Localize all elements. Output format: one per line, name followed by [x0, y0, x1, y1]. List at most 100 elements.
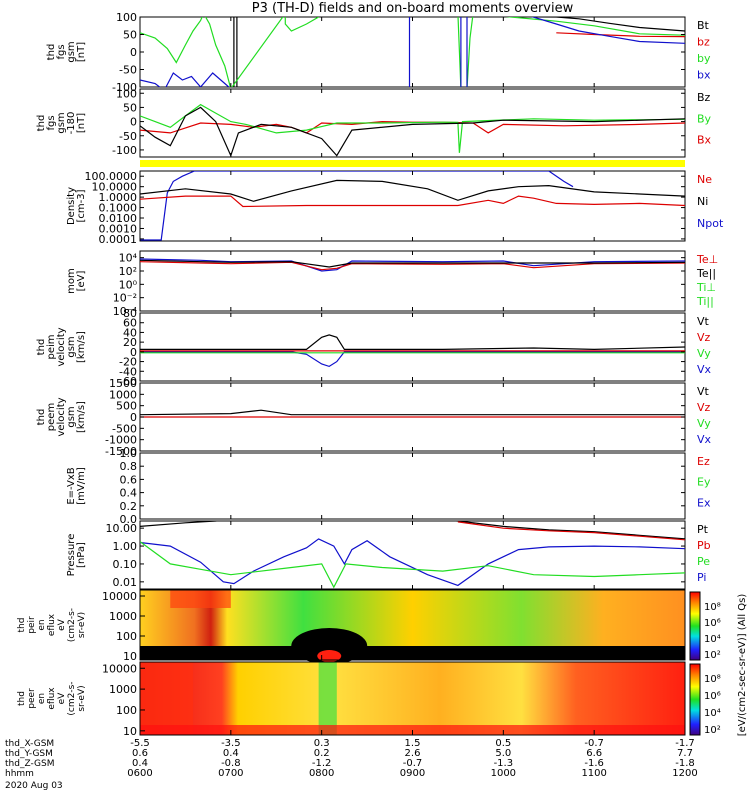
status-bar: [140, 160, 685, 167]
y-axis-label: Density: [66, 187, 77, 225]
y-tick-label: 80: [123, 307, 137, 320]
y-tick-label: 40: [123, 326, 137, 339]
y-tick-label: -100: [112, 144, 137, 157]
y-tick-label: 0: [130, 411, 137, 424]
y-axis-label: eV: [57, 692, 67, 705]
series-bz: [140, 106, 685, 157]
y-axis-label: -180: [66, 112, 77, 135]
panel-series-group: [140, 258, 685, 272]
panel-fgs-gsm-s: [139, 88, 686, 158]
y-tick-label: 100.0000: [85, 170, 138, 183]
y-tick-label: 0.6: [120, 473, 138, 486]
colorbar: [689, 663, 701, 736]
position-value: 0.4: [132, 758, 148, 769]
y-tick-label: 50: [123, 29, 137, 42]
y-axis-label: peem: [46, 403, 57, 431]
y-axis-label: en: [37, 619, 47, 630]
series-te: [140, 261, 685, 271]
legend-by: By: [697, 112, 712, 125]
colorbar-tick-label: 10⁴: [704, 634, 721, 645]
y-axis-label: peim: [46, 334, 57, 359]
y-axis-label: thd: [46, 44, 57, 61]
series-by: [140, 17, 685, 87]
position-value: 0.3: [314, 738, 330, 749]
y-tick-label: 10: [123, 725, 137, 738]
legend-ey: Ey: [697, 476, 711, 489]
y-tick-label: -1000: [105, 434, 137, 447]
position-value: -1.3: [494, 758, 514, 769]
series-pb: [457, 521, 685, 541]
y-tick-label: 10: [123, 650, 137, 663]
y-axis-label: peir: [27, 616, 37, 634]
legend-bz: Bz: [697, 91, 711, 104]
y-tick-label: 0: [130, 46, 137, 59]
y-tick-label: 10.0000: [92, 181, 138, 194]
y-axis-label: eflux: [47, 613, 57, 636]
y-axis-label: sr-eV): [77, 612, 87, 638]
series-vx: [140, 351, 685, 368]
position-value: 6.6: [586, 748, 602, 759]
position-value: -1.2: [312, 758, 332, 769]
y-tick-label: 10⁻⁴: [113, 305, 138, 318]
colorbar: [689, 591, 701, 661]
spectrogram-hot-band: [170, 590, 231, 608]
y-tick-label: 0.0100: [99, 212, 138, 225]
legend-ti: Ti⊥: [696, 281, 716, 294]
legend-ne: Ne: [697, 173, 712, 186]
y-tick-label: 10⁴: [119, 252, 138, 265]
y-axis-label: mom: [66, 268, 77, 294]
colorbar-tick-label: 10⁸: [704, 674, 721, 685]
legend-npot: Npot: [697, 217, 724, 230]
position-value: 7.7: [677, 748, 693, 759]
position-value: 2.6: [405, 748, 421, 759]
x-tick-label: 1100: [581, 768, 606, 779]
y-tick-label: 0.10: [113, 558, 138, 571]
y-tick-label: 0: [130, 116, 137, 129]
y-tick-label: 0.0001: [99, 233, 138, 246]
legend-bx: bx: [697, 69, 711, 82]
y-tick-label: 60: [123, 317, 137, 330]
legend-pi: Pi: [697, 571, 706, 584]
position-value: -0.8: [221, 758, 241, 769]
y-tick-label: 0.1000: [99, 202, 138, 215]
y-tick-label: -50: [119, 64, 137, 77]
panel-series-group: [140, 17, 685, 87]
y-axis-label: velocity: [56, 327, 67, 366]
y-tick-label: 10000: [102, 590, 137, 603]
series-bx: [140, 120, 685, 134]
legend-vz: Vz: [697, 401, 711, 414]
y-tick-label: -50: [119, 130, 137, 143]
legend-ti: Ti||: [696, 295, 714, 308]
y-axis-label: [nPa]: [76, 542, 87, 568]
position-value: -1.8: [675, 758, 695, 769]
series-ne: [140, 195, 685, 208]
position-row-label: thd_Y-GSM: [5, 749, 53, 759]
y-tick-label: 10⁰: [119, 278, 138, 291]
y-axis-label: (cm2-s-: [67, 608, 77, 642]
y-tick-label: 500: [116, 400, 137, 413]
panel-series-group: [140, 334, 685, 368]
legend-vt: Vt: [697, 315, 710, 328]
panel-series-group: [140, 409, 685, 418]
spectrogram-image: [140, 662, 685, 735]
legend-vx: Vx: [697, 363, 712, 376]
y-tick-label: 100: [116, 704, 137, 717]
series-bz: [556, 32, 685, 38]
series-te: [140, 259, 685, 268]
x-tick-label: 1200: [672, 768, 697, 779]
series-ni: [140, 179, 685, 202]
page-title: P3 (TH-D) fields and on-board moments ov…: [251, 1, 574, 16]
legend-vx: Vx: [697, 433, 712, 446]
y-axis-label: eflux: [47, 687, 57, 710]
x-tick-label: 0800: [309, 768, 334, 779]
y-tick-label: 0.2: [120, 500, 138, 513]
x-tick-label: 1000: [491, 768, 516, 779]
y-axis-label: [mV/m]: [76, 467, 87, 505]
y-tick-label: 1000: [109, 683, 137, 696]
legend-vy: Vy: [697, 347, 711, 360]
y-axis-label: thd: [36, 409, 47, 426]
position-value: -0.7: [584, 738, 604, 749]
legend-by: by: [697, 52, 711, 65]
legend-vt: Vt: [697, 385, 710, 398]
